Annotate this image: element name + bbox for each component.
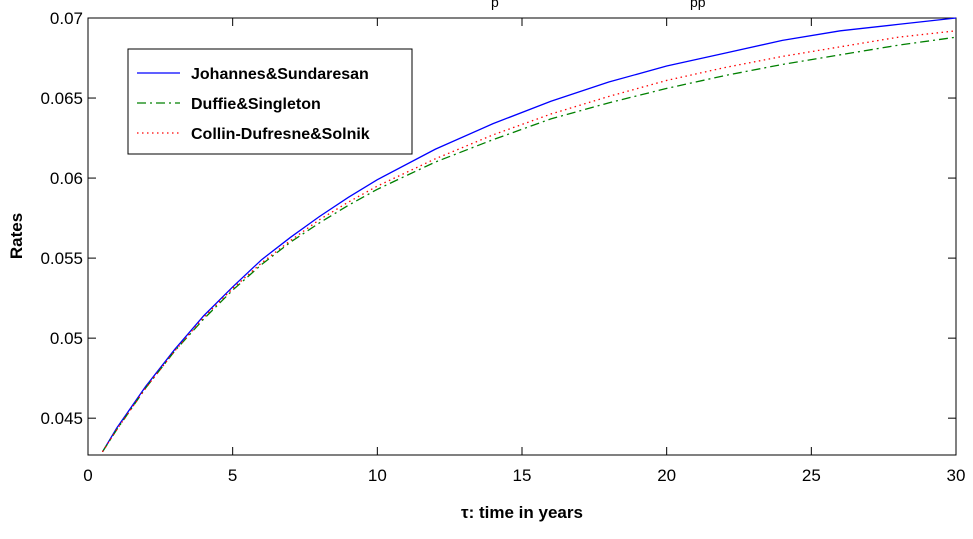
x-tick-label: 5	[228, 466, 237, 485]
top-text-fragment: p	[491, 0, 499, 10]
y-tick-label: 0.055	[40, 249, 83, 268]
top-text-fragment-right: pp	[690, 0, 706, 10]
legend-label-1: Johannes&Sundaresan	[191, 66, 369, 83]
y-tick-label: 0.05	[50, 329, 83, 348]
legend: Johannes&Sundaresan Duffie&Singleton Colli…	[127, 48, 413, 155]
x-tick-label: 15	[513, 466, 532, 485]
legend-box	[127, 48, 413, 155]
legend-label-3: Collin-Dufresne&Solnik	[191, 126, 370, 143]
y-tick-label: 0.07	[50, 9, 83, 28]
series-line-2	[101, 36, 957, 453]
x-axis-label: τ: time in years	[461, 503, 583, 522]
x-tick-label: 30	[947, 466, 966, 485]
y-tick-label: 0.045	[40, 409, 83, 428]
y-tick-label: 0.065	[40, 89, 83, 108]
x-tick-label: 20	[657, 466, 676, 485]
y-tick-label: 0.06	[50, 169, 83, 188]
y-axis-ticks: 0.045 0.05 0.055 0.06 0.065 0.07	[40, 9, 956, 428]
x-tick-label: 10	[368, 466, 387, 485]
x-tick-label: 0	[83, 466, 92, 485]
legend-items: Johannes&Sundaresan Duffie&Singleton Colli…	[137, 66, 370, 143]
series-layer	[101, 17, 957, 453]
legend-label-2: Duffie&Singleton	[191, 96, 321, 113]
y-axis-label: Rates	[7, 213, 26, 259]
series-line-1	[101, 17, 957, 453]
x-tick-label: 25	[802, 466, 821, 485]
x-axis-ticks: 0 5 10 15 20 25 30	[83, 18, 965, 485]
